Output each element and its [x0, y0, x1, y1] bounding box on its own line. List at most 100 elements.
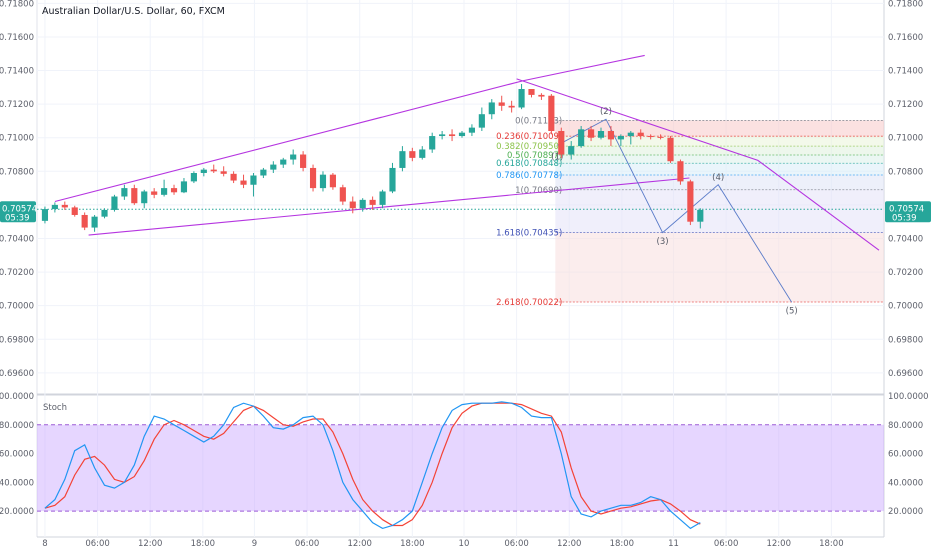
price-tick-label-right: 0.70400: [888, 234, 923, 244]
candle: [319, 171, 327, 192]
candle: [161, 179, 168, 197]
candle: [220, 166, 227, 177]
fib-zone: [555, 232, 884, 302]
price-tick-label-right: 0.69600: [888, 369, 923, 379]
wave-label: (2): [600, 107, 612, 117]
candle: [568, 141, 575, 160]
candle-body: [448, 134, 456, 137]
candle: [647, 134, 654, 140]
time-tick-label: 12:00: [557, 539, 582, 549]
stoch-band: [37, 424, 884, 512]
price-tick-label-right: 0.71800: [888, 0, 923, 9]
candle-body: [101, 209, 108, 217]
candle: [607, 125, 615, 147]
candle-body: [578, 129, 585, 147]
candle: [121, 184, 128, 200]
candle: [180, 178, 188, 194]
candle: [200, 167, 207, 177]
wave-label: (3): [657, 237, 669, 247]
candle-body: [478, 114, 485, 128]
stoch-k-line: [44, 401, 701, 530]
candle: [61, 201, 68, 210]
price-tick-label-left: 0.71000: [0, 134, 34, 144]
candle-body: [329, 174, 336, 188]
stoch-d-line: [44, 402, 701, 527]
candle: [131, 184, 138, 205]
candle-body: [339, 187, 346, 202]
candle-body: [399, 151, 406, 168]
candle-body: [587, 129, 595, 138]
fib-zone: [555, 155, 884, 164]
candle-body: [677, 161, 684, 182]
candle: [498, 95, 505, 111]
candle: [309, 164, 317, 192]
candle-body: [389, 167, 396, 192]
price-tick-label-right: 0.70200: [888, 268, 923, 278]
candle-body: [379, 191, 386, 205]
time-tick-label: 18:00: [819, 539, 844, 549]
candle-body: [518, 89, 525, 108]
grid: [36, 0, 885, 538]
bar-countdown: 05:39: [892, 213, 917, 223]
candle-body: [220, 171, 227, 174]
candle: [91, 214, 98, 232]
candle-body: [180, 181, 188, 193]
price-tick-label-right: 0.71000: [888, 134, 923, 144]
chart-title: Australian Dollar/U.S. Dollar, 60, FXCM: [42, 6, 225, 17]
drawings[interactable]: (1) (2) (3) (4) (5): [37, 54, 884, 317]
candle: [508, 100, 515, 113]
price-tick-label-right: 0.71200: [888, 100, 923, 110]
candle: [409, 147, 416, 162]
candle-body: [200, 169, 207, 173]
candle-body: [568, 146, 575, 155]
candle: [359, 198, 366, 212]
candle-body: [190, 172, 197, 182]
candle: [419, 146, 426, 160]
candle-body: [657, 136, 664, 138]
price-tick-label-left: 0.71800: [0, 0, 34, 9]
price-tick-label-left: 0.71200: [0, 100, 34, 110]
time-tick-label: 12:00: [766, 539, 791, 549]
lower-channel-line: [88, 177, 690, 236]
candle: [250, 172, 257, 197]
candle: [538, 93, 545, 100]
candle-body: [51, 204, 58, 210]
candle-body: [141, 191, 148, 204]
fib-level-label: 1(0.70690): [515, 186, 562, 196]
fib-zone: [555, 189, 884, 233]
fib-level-label: 0.618(0.70848): [496, 159, 562, 169]
price-tick-label-right: 0.71600: [888, 33, 923, 43]
candle-body: [71, 207, 78, 215]
last-price-badge-bg: [885, 201, 931, 223]
price-tick-label-right: 0.69800: [888, 335, 923, 345]
descending-trendline: [516, 78, 880, 251]
price-tick-label-right: 0.71400: [888, 67, 923, 77]
candle-body: [697, 209, 704, 222]
candle: [627, 131, 634, 145]
candle-body: [528, 89, 535, 95]
stoch-tick-left: 100.0000: [0, 392, 34, 402]
candle: [429, 132, 436, 153]
candle-body: [538, 94, 545, 97]
fib-extension[interactable]: 0(0.71103)0.236(0.71009)0.382(0.70950)0.…: [496, 116, 884, 308]
candle: [111, 194, 118, 212]
candle-body: [161, 188, 168, 195]
candle-body: [359, 199, 366, 209]
candle-body: [409, 151, 416, 158]
stoch-tick-right: 80.0000: [888, 421, 923, 431]
candle: [151, 188, 158, 199]
candle: [230, 171, 237, 184]
time-tick-label: 11: [668, 539, 679, 549]
stoch-label: Stoch: [43, 403, 67, 413]
time-tick-label: 18:00: [610, 539, 635, 549]
candle-body: [121, 188, 128, 197]
stoch-tick-left: 20.0000: [0, 507, 34, 517]
candle: [439, 131, 446, 140]
candle: [558, 127, 565, 158]
upper-channel-line: [54, 54, 645, 203]
price-tick-label-left: 0.70000: [0, 302, 34, 312]
candle: [51, 202, 58, 213]
